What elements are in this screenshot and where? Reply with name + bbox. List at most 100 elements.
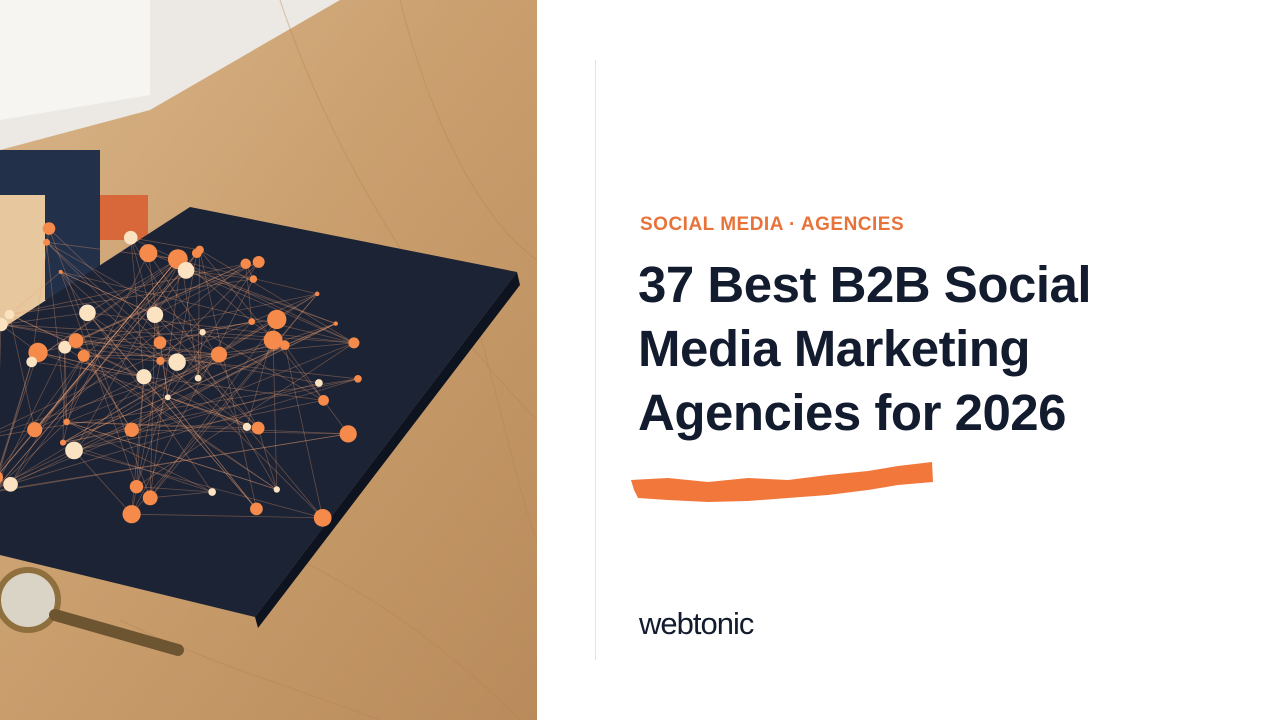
network-link <box>46 241 182 261</box>
network-node <box>3 477 18 492</box>
network-link <box>48 228 151 498</box>
network-link <box>148 252 203 333</box>
network-link <box>257 427 278 490</box>
network-link <box>0 433 349 492</box>
network-link <box>87 258 179 314</box>
network-node <box>194 374 202 382</box>
network-node <box>191 248 202 259</box>
network-node <box>79 304 96 322</box>
network-link <box>167 397 257 510</box>
network-node <box>43 238 51 246</box>
network-link <box>10 323 336 485</box>
network-link <box>202 321 252 333</box>
network-link <box>10 355 85 485</box>
network-link <box>60 271 137 487</box>
network-link <box>34 258 179 430</box>
network-node <box>59 439 67 446</box>
network-link <box>10 378 359 485</box>
network-node <box>263 330 283 350</box>
network-link <box>9 263 246 315</box>
network-node <box>210 346 228 363</box>
network-node <box>142 490 158 506</box>
network-link <box>34 263 246 430</box>
network-node <box>314 379 323 387</box>
network-link <box>136 342 355 487</box>
network-node <box>0 471 4 483</box>
network-link <box>246 426 323 519</box>
network-node <box>58 340 72 354</box>
network-link <box>131 344 286 431</box>
network-link <box>73 399 324 451</box>
network-link <box>136 486 213 493</box>
network-link <box>73 450 132 515</box>
network-link <box>62 344 286 443</box>
network-link <box>62 347 66 443</box>
network-link <box>34 258 179 430</box>
network-node <box>156 356 165 366</box>
network-link <box>154 261 259 316</box>
network-node <box>280 340 290 350</box>
network-link <box>160 342 354 362</box>
network-node <box>124 422 139 438</box>
network-link <box>167 396 248 428</box>
network-link <box>0 347 66 480</box>
network-node <box>177 262 195 279</box>
network-link <box>199 249 324 401</box>
network-link <box>0 249 200 485</box>
network-link <box>83 355 133 431</box>
network-link <box>284 344 324 401</box>
network-link <box>62 442 213 493</box>
network-link <box>160 293 318 362</box>
network-link <box>62 355 85 443</box>
network-node <box>153 336 167 349</box>
logo: webtonic <box>639 606 754 641</box>
network-link <box>131 513 323 519</box>
network-node <box>168 353 186 371</box>
network-link <box>167 397 257 510</box>
network-node <box>339 425 357 443</box>
network-link <box>185 269 336 324</box>
divider <box>595 60 596 660</box>
network-link <box>9 271 61 315</box>
network-link <box>0 252 198 485</box>
network-link <box>149 314 156 498</box>
network-link <box>130 237 145 377</box>
network-node <box>314 291 320 297</box>
network-node <box>249 275 258 283</box>
network-link <box>0 323 336 486</box>
network-node <box>65 441 83 460</box>
network-link <box>130 237 278 490</box>
network-node <box>252 255 265 268</box>
network-link <box>66 421 259 429</box>
network-link <box>75 261 259 341</box>
network-link <box>167 396 259 429</box>
network-link <box>0 352 39 468</box>
network-link <box>9 278 254 315</box>
network-link <box>284 345 324 518</box>
network-link <box>31 258 179 363</box>
network-link <box>64 263 246 348</box>
network-node <box>208 488 216 496</box>
network-node <box>4 309 15 320</box>
network-link <box>159 342 169 398</box>
network-link <box>37 293 318 353</box>
network-link <box>66 421 349 435</box>
network-node <box>242 422 252 432</box>
network-link <box>0 342 355 488</box>
network-node <box>123 230 138 245</box>
network-link <box>130 237 200 251</box>
network-link <box>83 355 278 490</box>
network-link <box>46 242 161 343</box>
network-link <box>66 252 149 423</box>
network-link <box>73 259 182 451</box>
network-link <box>64 319 277 348</box>
network-link <box>46 241 324 401</box>
network-link <box>0 361 33 472</box>
network-link <box>83 270 187 357</box>
network-link <box>131 429 349 435</box>
network-link <box>66 421 213 493</box>
network-link <box>87 312 257 510</box>
network-link <box>149 319 278 499</box>
network-link <box>46 242 68 422</box>
network-link <box>34 258 179 430</box>
